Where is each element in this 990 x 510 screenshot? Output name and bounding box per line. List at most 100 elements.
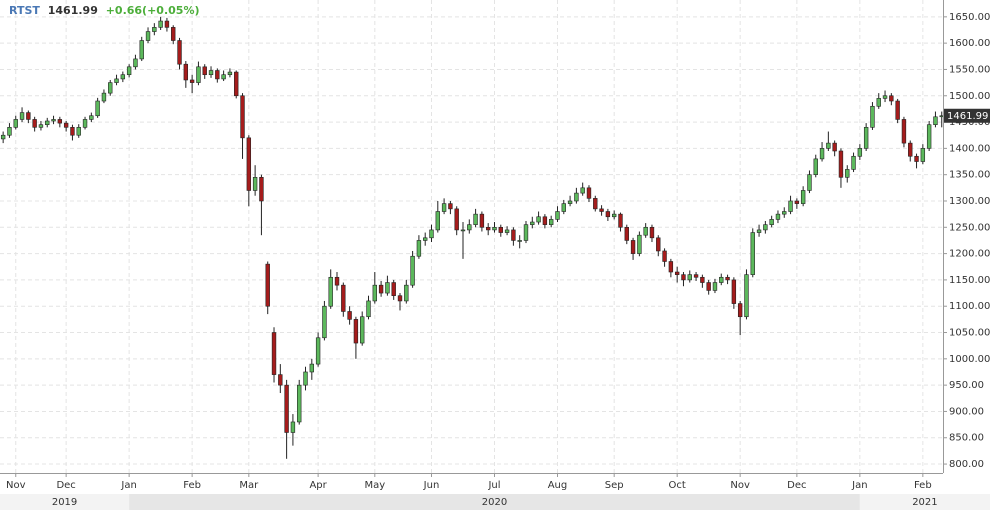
candle-body [448,203,453,210]
x-tick-label: Jan [851,480,867,491]
candle-body [234,71,239,97]
candle-body [511,229,516,241]
candle-body [605,211,611,218]
candle-body [385,282,390,294]
candle-body [788,200,793,212]
candle-body [914,155,919,162]
candle-body [574,192,579,202]
symbol: RTST [9,4,40,17]
candle-body [82,119,88,128]
candle-body [486,226,491,231]
candle-body [712,282,718,291]
candle-body [57,119,63,124]
candle-body [410,255,415,286]
candle-body [347,311,352,320]
candle-body [353,319,359,344]
candle-body [152,27,157,32]
candle-body [158,20,163,28]
candle-body [278,374,283,386]
y-tick-label: 850.00 [949,433,984,444]
candle-body [901,119,907,144]
x-tick-label: Feb [914,480,932,491]
candle-body [611,213,617,218]
x-tick-label: Jun [423,480,440,491]
candle-body [177,40,182,65]
candle-body [870,105,875,128]
y-tick-label: 1600.00 [949,38,990,49]
candle-body [297,384,302,423]
candle-body [391,282,396,296]
candle-body [164,20,170,28]
candle-body [70,127,75,136]
candle-body [467,224,472,231]
candle-body [643,226,648,236]
candle-body [290,421,296,433]
y-tick-label: 1250.00 [949,222,990,233]
candle-body [926,124,932,149]
candle-body [920,148,926,162]
candle-body [208,70,214,76]
candle-body [45,120,50,125]
candle-body [252,177,258,191]
candle-body [120,74,126,80]
candle-body [580,187,585,194]
candle-body [737,303,743,318]
candle-body [813,158,818,175]
candle-body [498,226,503,233]
y-tick-label: 950.00 [949,380,984,391]
candle-body [882,95,888,99]
candle-body [126,66,132,76]
candle-body [863,127,869,149]
y-tick-label: 1350.00 [949,170,990,181]
candle-body [460,229,466,232]
candle-body [876,98,881,107]
candle-body [89,115,94,120]
candle-body [397,295,403,302]
x-tick-label: Feb [183,480,201,491]
candle-body [189,79,195,83]
candle-body [259,177,264,202]
candle-body [750,232,755,275]
y-tick-label: 900.00 [949,406,984,417]
candle-body [145,31,151,41]
candle-body [51,119,56,122]
candle-body [933,116,938,125]
y-tick-label: 800.00 [949,459,984,470]
candle-body [108,82,113,94]
candle-body [473,213,478,225]
candle-body [775,213,781,220]
candle-body [215,70,220,80]
candle-body [504,229,510,233]
y-tick-label: 1100.00 [949,301,990,312]
x-tick-label: May [364,480,385,491]
x-tick-label: Dec [56,480,75,491]
candle-body [309,363,315,373]
candle-body [63,122,69,128]
candle-body [700,276,705,283]
candle-body [95,100,100,117]
candle-body [624,226,629,241]
candle-body [171,27,176,41]
candle-body [334,276,340,286]
candle-body [435,211,440,231]
candle-body [826,142,831,149]
candle-body [889,95,894,102]
y-tick-label: 1000.00 [949,354,990,365]
y-tick-label: 1550.00 [949,64,990,75]
candle-body [7,127,12,136]
candle-body [794,200,800,204]
x-tick-label: Oct [669,480,686,491]
candle-body [763,224,768,231]
candle-body [662,250,667,262]
candle-body [441,203,447,212]
candle-body [341,284,346,312]
candle-body [517,240,522,242]
candle-body [630,240,636,254]
candle-body [378,284,384,294]
candle-body [196,66,201,83]
candle-body [423,237,428,241]
x-tick-label: Apr [309,480,327,491]
candle-body [328,276,333,307]
candle-body [895,100,900,120]
